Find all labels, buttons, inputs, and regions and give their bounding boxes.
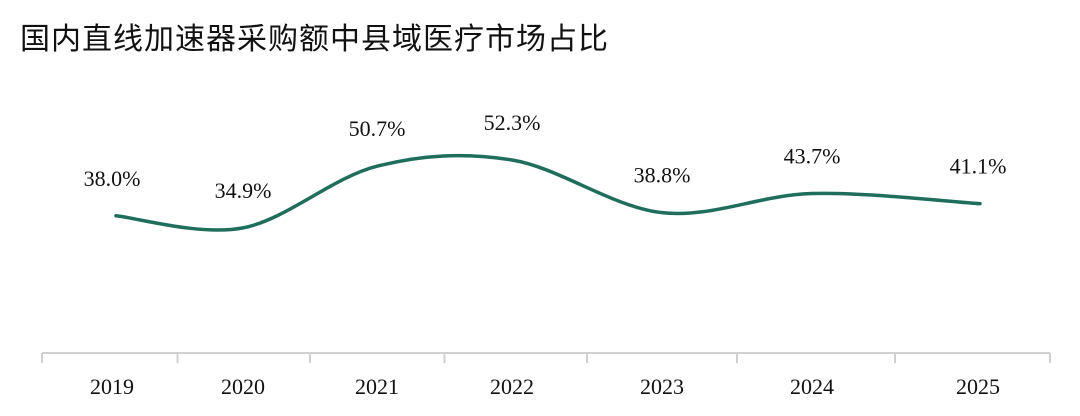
series-line: [114, 153, 982, 232]
x-tick-label: 2025: [956, 374, 1000, 399]
x-tick-label: 2023: [640, 374, 684, 399]
data-label: 43.7%: [784, 144, 841, 169]
data-label: 41.1%: [950, 154, 1007, 179]
x-tick-label: 2021: [355, 374, 399, 399]
x-tick-label: 2020: [221, 374, 265, 399]
data-label: 34.9%: [215, 178, 272, 203]
data-label: 50.7%: [349, 116, 406, 141]
x-tick-label: 2024: [790, 374, 834, 399]
data-label: 52.3%: [484, 110, 541, 135]
data-label: 38.0%: [84, 166, 141, 191]
x-tick-label: 2019: [90, 374, 134, 399]
data-label: 38.8%: [634, 163, 691, 188]
x-tick-label: 2022: [490, 374, 534, 399]
chart-title: 国内直线加速器采购额中县域医疗市场占比: [20, 22, 609, 57]
